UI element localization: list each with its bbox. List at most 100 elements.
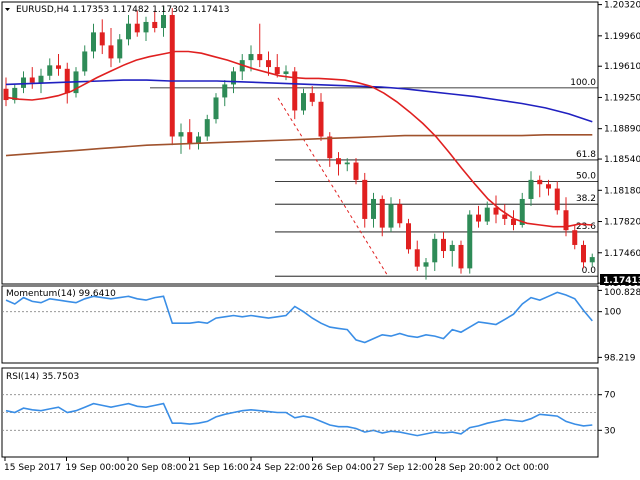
fib-level-label: 38.2 [576,194,596,204]
candle-body [12,87,18,101]
candle-body [292,71,298,111]
time-tick-label: 21 Sep 16:00 [189,463,249,473]
candle-body [511,218,516,225]
candle-body [222,84,228,98]
candle-body [554,188,560,211]
candle-body [309,93,315,102]
time-tick-label: 28 Sep 20:00 [435,463,495,473]
candle-body [406,223,411,250]
time-tick-label: 2 Oct 00:00 [496,463,549,473]
price-tick-label: 1.19250 [604,93,640,103]
chart-ohlc: 1.17353 1.17482 1.17302 1.17413 [72,5,229,15]
ma-red-line [5,50,593,228]
ma-blue-line [5,79,593,123]
candle-body [458,244,464,269]
candle-body [581,244,586,263]
time-tick-label: 24 Sep 22:00 [250,463,310,473]
candle-body [493,207,499,215]
time-tick-label: 26 Sep 04:00 [312,463,372,473]
candle-body [213,97,219,120]
candle-body [91,32,96,52]
candle-body [502,214,508,219]
candle-body [248,54,254,61]
candle-body [108,45,114,59]
candle-body [353,162,359,180]
candle-body [196,136,201,144]
time-tick-label: 27 Sep 12:00 [373,463,433,473]
candle-body [82,51,88,72]
candle-body [126,23,131,40]
price-tick-label: 1.18890 [604,125,640,135]
candle-body [476,214,481,222]
candle-body [484,207,490,222]
candle-body [371,198,376,219]
time-tick-label: 19 Sep 00:00 [66,463,126,473]
price-tick-label: 1.17820 [604,218,640,228]
candle-body [143,21,149,33]
momentum-panel-frame [1,285,599,364]
candle-body [56,65,61,69]
candle-body [29,77,35,83]
candle-body [572,230,578,245]
main-panel-frame [1,1,599,285]
candle-body [134,23,140,33]
candle-body [117,39,123,59]
indicator-layer [2,291,598,437]
price-tick-label: 1.19610 [604,62,640,72]
candle-body [318,101,324,137]
fib-trend-line [277,97,389,277]
frame-layer [1,1,599,458]
candle-body [467,214,473,269]
candle-body [563,210,569,231]
candle-layer [3,6,595,280]
time-tick-label: 15 Sep 2017 [4,463,61,473]
candle-body [178,132,184,137]
candle-body [274,67,280,75]
price-tick-label: 1.17460 [604,249,640,259]
candle-body [344,162,350,165]
candle-body [99,32,105,46]
candle-body [301,93,306,111]
candle-body [257,54,263,61]
current-price-box [600,274,640,285]
candle-body [161,15,166,29]
candle-body [204,119,210,137]
axis-layer: 1.20320 1.19960 1.19610 1.19250 1.18890 1.185… [4,1,640,473]
candle-body [449,244,455,252]
candle-body [327,136,333,159]
momentum-title: Momentum(14) 99.6410 [6,289,116,299]
candle-body [47,65,53,76]
momentum-tick-label: 98.219 [604,353,636,363]
candle-body [589,257,595,263]
candle-body [388,204,394,228]
price-tick-label: 1.20320 [604,1,640,11]
time-tick-label: 20 Sep 08:00 [127,463,187,473]
candle-body [187,132,193,144]
dropdown-arrow-icon[interactable] [5,8,10,11]
fib-level-label: 50.0 [576,172,596,182]
chart-title: EURUSD,H4 [16,5,69,15]
fib-level-label: 23.6 [576,222,596,232]
candle-body [169,15,175,137]
candle-body [3,88,9,101]
candle-body [379,198,385,228]
candle-body [397,204,403,224]
candle-body [283,71,289,75]
candle-body [537,179,543,185]
momentum-tick-label: 100 [604,308,621,318]
rsi-tick-label: 30 [604,426,616,436]
candle-body [441,238,446,252]
rsi-tick-label: 70 [604,391,616,401]
fib-level-label: 0.0 [582,266,597,276]
rsi-line [5,402,593,437]
rsi-title: RSI(14) 35.7503 [6,372,79,382]
momentum-tick-label: 100.8287 [604,288,640,298]
candle-body [336,158,341,165]
candle-body [432,238,438,263]
fib-level-label: 61.8 [576,150,596,160]
candle-body [362,179,368,219]
candle-body [423,262,429,267]
current-price-label: 1.17413 [603,276,640,286]
price-tick-label: 1.19960 [604,32,640,42]
